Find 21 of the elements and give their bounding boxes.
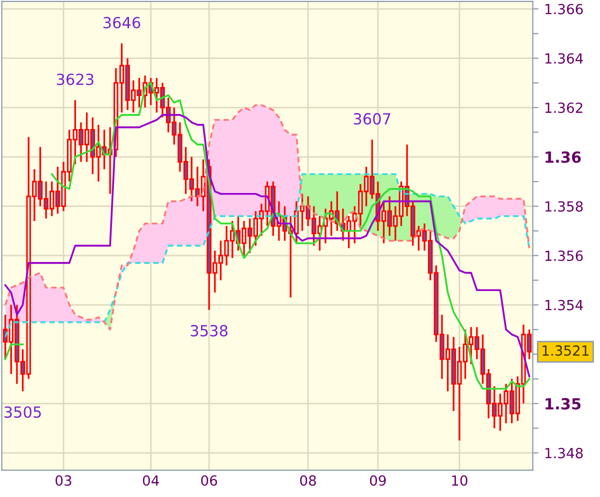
x-tick-label: 06 (201, 475, 218, 486)
y-tick-label: 1.348 (545, 448, 583, 458)
annotation: 3607 (354, 113, 390, 125)
y-tick-label: 1.35 (546, 398, 581, 410)
x-tick-label: 04 (142, 475, 159, 486)
text: 1.3521 (542, 345, 588, 356)
annotation: 3623 (56, 74, 94, 86)
y-tick-label: 1.362 (545, 102, 582, 114)
y-tick-label: 1.364 (545, 53, 583, 64)
x-tick-label: 03 (56, 475, 72, 486)
annotation: 3538 (190, 324, 228, 336)
y-tick-label: 1.356 (545, 250, 583, 262)
y-tick-label: 1.354 (545, 300, 583, 310)
annotation: 3646 (103, 16, 140, 28)
y-tick-label: 1.36 (546, 151, 581, 163)
x-tick-label: 10 (452, 475, 468, 486)
y-tick-label: 1.358 (545, 201, 583, 212)
x-tick-label: 08 (300, 475, 316, 486)
x-tick-label: 09 (370, 475, 386, 486)
y-tick-label: 1.366 (545, 4, 583, 14)
annotation: 3505 (4, 406, 41, 418)
